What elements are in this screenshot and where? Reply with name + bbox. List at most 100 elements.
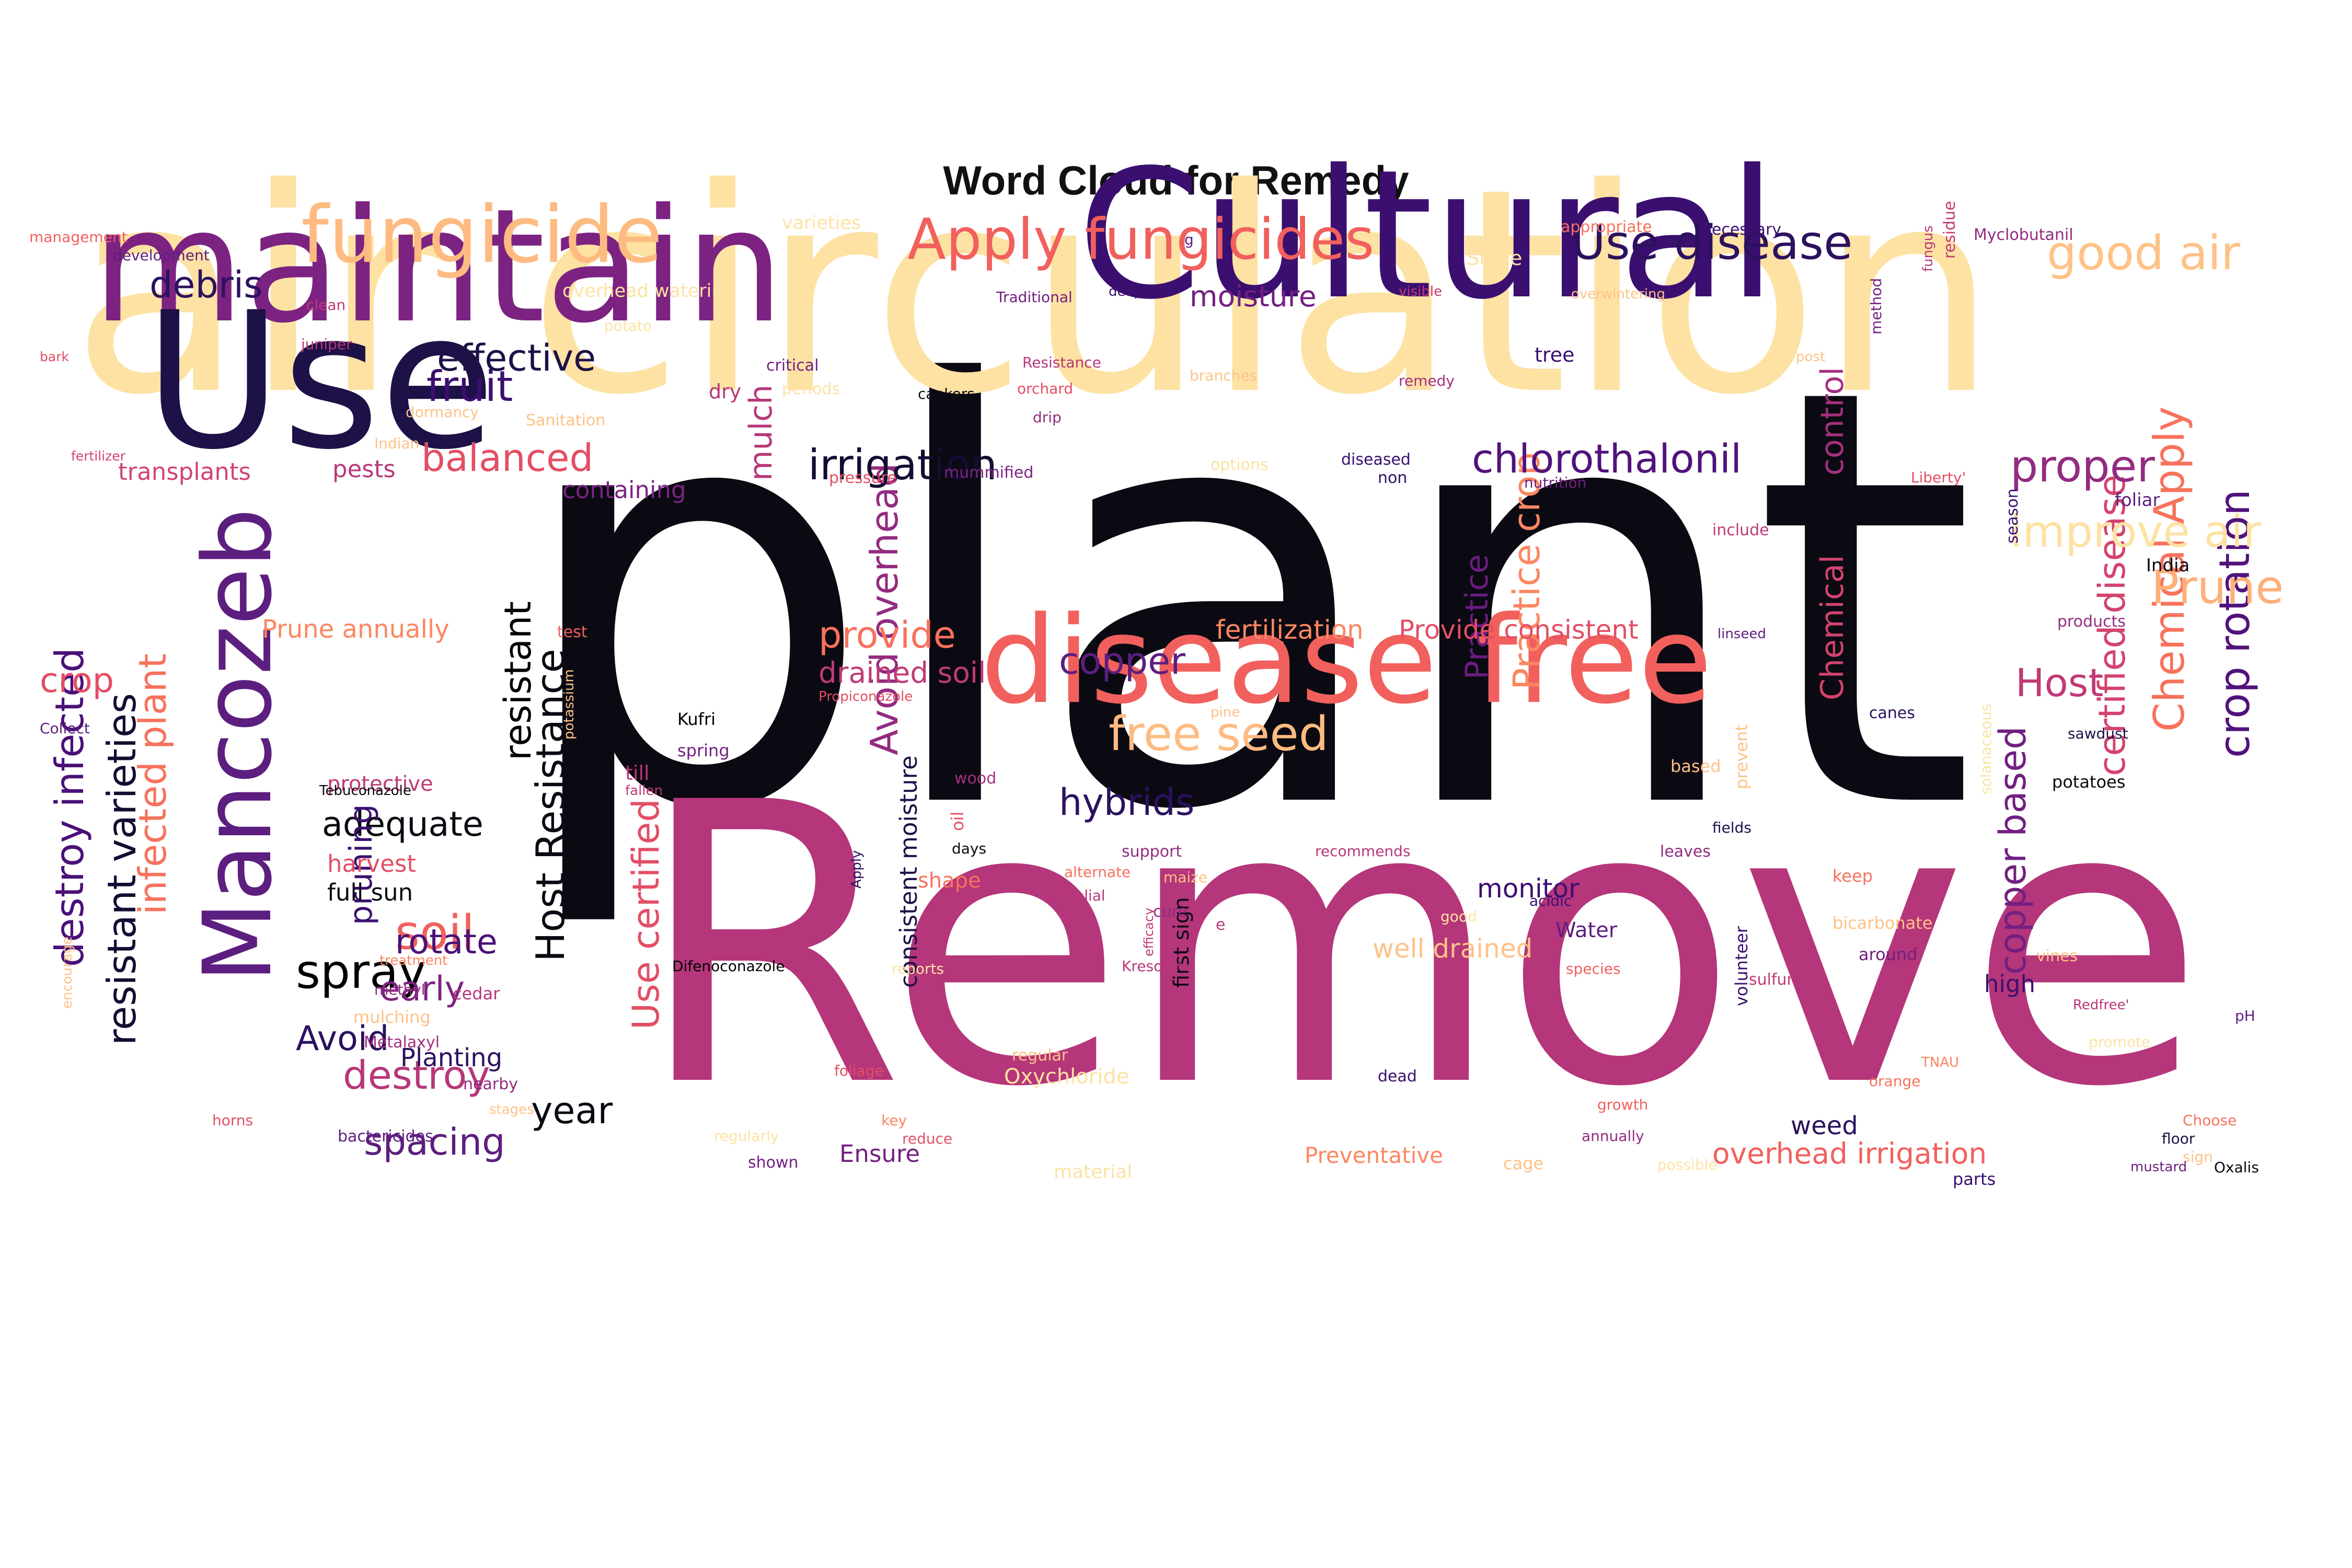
word-moisture: moisture <box>1190 280 1317 313</box>
word-host: Host <box>2015 661 2104 706</box>
word-floor: floor <box>2162 1130 2195 1147</box>
word-efficacy: efficacy <box>1142 907 1156 956</box>
word-oxalis: Oxalis <box>2214 1159 2259 1176</box>
word-full-sun: full sun <box>327 879 413 906</box>
word-till: till <box>625 762 650 785</box>
word-acidic: acidic <box>1529 892 1572 909</box>
word-copper: copper <box>1059 640 1186 683</box>
word-oxychloride: Oxychloride <box>1004 1065 1129 1089</box>
word-ph: pH <box>2235 1007 2255 1024</box>
word-use-certified: Use certified <box>625 799 667 1030</box>
word-keep: keep <box>1832 866 1873 886</box>
word-choose: Choose <box>2183 1112 2237 1129</box>
word-possible: possible <box>1657 1156 1717 1173</box>
word-redfree: Redfree' <box>2073 997 2129 1013</box>
word-species: species <box>1566 960 1621 977</box>
word-fields: fields <box>1712 819 1752 836</box>
word-myclobutanil: Myclobutanil <box>1974 226 2073 244</box>
word-prevent: prevent <box>1732 724 1751 789</box>
word-containing: containing <box>562 476 686 504</box>
word-apply: Apply <box>849 850 864 889</box>
word-sign: sign <box>2183 1148 2213 1166</box>
word-water: Water <box>1555 918 1618 942</box>
word-pressure: pressure <box>829 469 897 487</box>
word-method: method <box>1867 278 1885 335</box>
word-irrigation: irrigation <box>808 441 997 489</box>
word-telial: telial <box>1069 887 1105 904</box>
word-shown: shown <box>748 1154 799 1172</box>
word-remove: Remove <box>636 721 2205 1171</box>
word-protective: protective <box>327 772 433 796</box>
word-debris: debris <box>149 263 263 306</box>
word-prune-annually: Prune annually <box>262 615 449 644</box>
word-solanaceous: solanaceous <box>1977 704 1994 794</box>
word-potatoes: potatoes <box>2052 772 2126 792</box>
word-products: products <box>2057 613 2126 631</box>
word-dry: dry <box>709 380 742 403</box>
word-juniper: juniper <box>301 336 352 353</box>
word-balanced: balanced <box>421 436 594 480</box>
word-stages: stages <box>489 1102 534 1117</box>
word-ensure: Ensure <box>839 1140 920 1168</box>
word-harvest: harvest <box>327 850 417 878</box>
word-improve-air: improve air <box>2010 506 2262 557</box>
word-copper-based: copper based <box>1991 726 2034 975</box>
word-stake: Stake <box>1467 247 1523 270</box>
word-e: e <box>1216 916 1226 934</box>
chart-title: Word Cloud for Remedy <box>943 157 1409 203</box>
word-proper: proper <box>2010 441 2155 492</box>
word-necessary: necessary <box>1702 221 1782 239</box>
word-kresoxim: Kresoxim <box>1122 958 1189 975</box>
word-remedy: remedy <box>1399 372 1455 389</box>
word-tnau: TNAU <box>1921 1055 1959 1070</box>
word-air-circulation: air circulation <box>71 129 1998 457</box>
word-use: Use <box>144 272 496 491</box>
word-difenoconazole: Difenoconazole <box>672 958 785 975</box>
word-good-air: good air <box>2047 226 2241 281</box>
word-oil: oil <box>948 811 967 831</box>
word-orchard: orchard <box>1017 380 1074 397</box>
word-fallen: fallen <box>625 783 663 799</box>
word-hybrids: hybrids <box>1059 781 1195 824</box>
word-material: material <box>1054 1161 1133 1183</box>
word-regular: regular <box>1012 1046 1068 1065</box>
word-spray: spray <box>296 944 426 999</box>
word-post: post <box>1796 349 1826 365</box>
word-early: early <box>379 970 465 1009</box>
word-test: test <box>557 623 587 641</box>
word-fertilization: fertilization <box>1216 615 1364 645</box>
word-based: based <box>1670 756 1721 776</box>
word-canes: canes <box>1869 704 1915 722</box>
word-clean: clean <box>306 296 346 314</box>
word-plant: plant <box>510 267 1977 936</box>
word-adequate: adequate <box>322 805 483 844</box>
word-indian: Indian <box>374 435 420 452</box>
word-spacing: spacing <box>364 1121 505 1163</box>
word-recommends: recommends <box>1315 843 1411 860</box>
word-transplants: transplants <box>118 458 251 486</box>
word-overwintering: overwintering <box>1571 286 1666 302</box>
word-overhead-watering: overhead watering <box>562 281 735 302</box>
word-branches: branches <box>1190 367 1258 384</box>
word-use-disease: Use disease <box>1571 215 1853 270</box>
word-support: support <box>1122 843 1182 861</box>
word-chlorothalonil: chlorothalonil <box>1472 435 1742 482</box>
word-weed: weed <box>1791 1111 1858 1140</box>
word-pine: pine <box>1210 705 1240 720</box>
word-periods: periods <box>782 380 840 398</box>
word-year: year <box>531 1089 613 1132</box>
word-wood: wood <box>954 769 997 788</box>
word-cage: cage <box>1503 1154 1544 1173</box>
word-overhead-irrigation: overhead irrigation <box>1712 1137 1987 1170</box>
word-liberty: Liberty' <box>1911 469 1966 486</box>
word-include: include <box>1712 521 1769 539</box>
word-bactericides: bactericides <box>338 1127 433 1146</box>
word-crop: crop <box>40 661 114 700</box>
word-g: g <box>1184 231 1194 248</box>
word-season: season <box>2003 488 2022 544</box>
word-annually: annually <box>1582 1127 1644 1145</box>
word-avoid: Avoid <box>296 1019 389 1058</box>
word-soil: soil <box>395 905 475 960</box>
word-fruit: fruit <box>426 362 513 411</box>
word-tebuconazole: Tebuconazole <box>319 783 411 799</box>
